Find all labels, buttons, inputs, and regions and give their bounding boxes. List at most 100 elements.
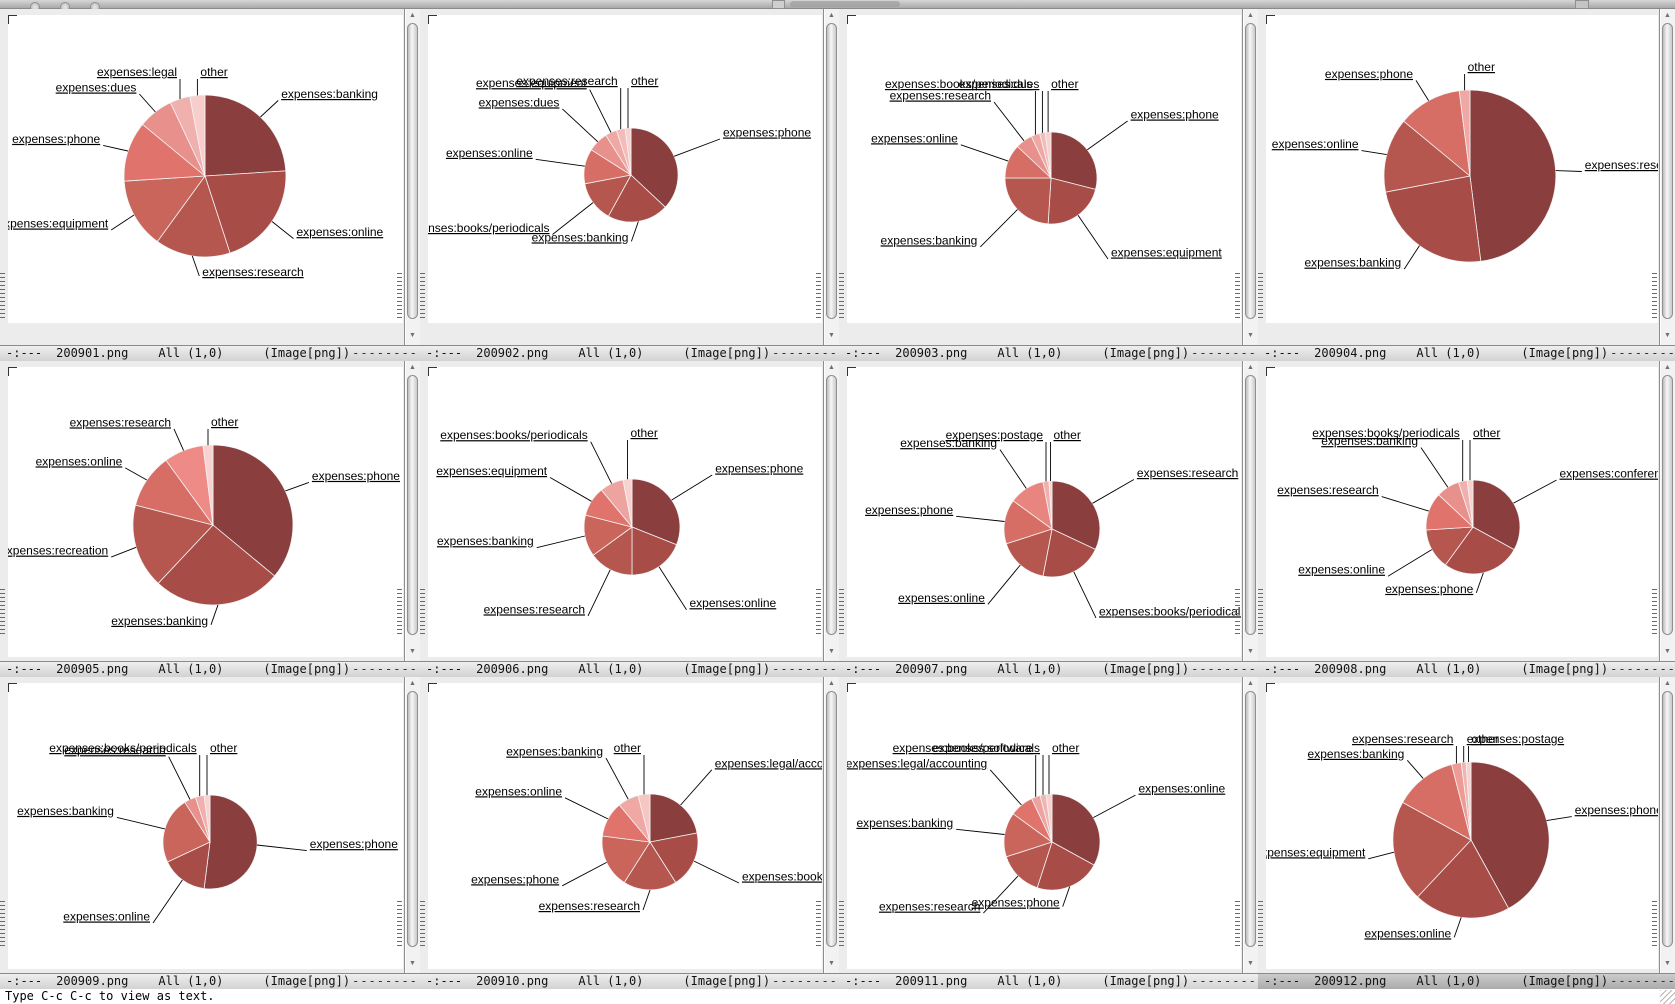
pie-chart-image[interactable]: expenses:phone expenses:bankingexpenses:b… (428, 15, 822, 323)
vertical-scrollbar[interactable]: ▲ ▼ (404, 361, 420, 661)
label-leader-line (1475, 572, 1484, 594)
scrollbar-thumb[interactable] (826, 375, 837, 635)
scroll-up-arrow[interactable]: ▲ (1247, 680, 1254, 687)
mode-line[interactable]: -:--- 200905.png All (1,0) (Image[png]) ----… (0, 661, 420, 677)
scrollbar-thumb[interactable] (1662, 691, 1673, 947)
pie-chart-image[interactable]: expenses:phone expenses:online expenses:re… (428, 367, 822, 657)
scroll-up-arrow[interactable]: ▲ (409, 12, 416, 19)
mode-line[interactable]: -:--- 200909.png All (1,0) (Image[png]) ----… (0, 973, 420, 989)
scroll-down-arrow[interactable]: ▼ (1247, 960, 1254, 967)
minibuffer[interactable]: Type C-c C-c to view as text. (0, 989, 1675, 1004)
scroll-down-arrow[interactable]: ▼ (828, 648, 835, 655)
mode-line[interactable]: -:--- 200903.png All (1,0) (Image[png]) ----… (839, 345, 1258, 361)
slice-label: expenses:phone (715, 462, 803, 476)
scrollbar-thumb[interactable] (826, 691, 837, 947)
scrollbar-thumb[interactable] (1245, 23, 1256, 319)
pie-chart-image[interactable]: expenses:research expenses:books/periodic… (847, 367, 1241, 657)
slice-label: expenses:equipment (436, 464, 547, 478)
mode-line[interactable]: -:--- 200904.png All (1,0) (Image[png]) ----… (1258, 345, 1675, 361)
label-leader-line (680, 769, 713, 806)
image-buffer[interactable]: expenses:phone expenses:online expenses:re… (420, 361, 839, 661)
pie-slice (1045, 793, 1053, 843)
scrollbar-thumb[interactable] (1245, 375, 1256, 635)
scroll-up-arrow[interactable]: ▲ (1247, 12, 1254, 19)
resize-grip[interactable] (1660, 990, 1675, 1004)
image-buffer[interactable]: expenses:research expenses:books/periodic… (839, 361, 1258, 661)
scroll-up-arrow[interactable]: ▲ (1247, 364, 1254, 371)
mode-line-dashes: ----------------------------------------… (772, 346, 839, 360)
scroll-up-arrow[interactable]: ▲ (828, 12, 835, 19)
vertical-scrollbar[interactable]: ▲ ▼ (1242, 677, 1258, 973)
scroll-up-arrow[interactable]: ▲ (409, 364, 416, 371)
mode-line[interactable]: -:--- 200902.png All (1,0) (Image[png]) ----… (420, 345, 839, 361)
mode-line[interactable]: -:--- 200906.png All (1,0) (Image[png]) ----… (420, 661, 839, 677)
image-buffer[interactable]: expenses:conferencesexpenses:phoneexpens… (1258, 361, 1675, 661)
scroll-down-arrow[interactable]: ▼ (1664, 332, 1671, 339)
scrollbar-thumb[interactable] (1662, 375, 1673, 635)
image-buffer[interactable]: expenses:phone expenses:banking expenses:r… (0, 361, 420, 661)
vertical-scrollbar[interactable]: ▲ ▼ (1242, 361, 1258, 661)
scrollbar-thumb[interactable] (1662, 23, 1673, 319)
vertical-scrollbar[interactable]: ▲ ▼ (1659, 9, 1675, 345)
vertical-scrollbar[interactable]: ▲ ▼ (823, 9, 839, 345)
scroll-down-arrow[interactable]: ▼ (409, 648, 416, 655)
vertical-scrollbar[interactable]: ▲ ▼ (823, 361, 839, 661)
vertical-scrollbar[interactable]: ▲ ▼ (1659, 677, 1675, 973)
scroll-down-arrow[interactable]: ▼ (1664, 960, 1671, 967)
scrollbar-thumb[interactable] (826, 23, 837, 319)
pie-chart-image[interactable]: expenses:phone expenses:online expenses:eq… (1266, 683, 1658, 969)
scroll-down-arrow[interactable]: ▼ (828, 960, 835, 967)
scroll-down-arrow[interactable]: ▼ (409, 960, 416, 967)
vertical-scrollbar[interactable]: ▲ ▼ (404, 677, 420, 973)
mode-line[interactable]: -:--- 200901.png All (1,0) (Image[png]) ----… (0, 345, 420, 361)
scroll-up-arrow[interactable]: ▲ (828, 680, 835, 687)
pie-chart-image[interactable]: expenses:phone expenses:banking expenses:r… (8, 367, 403, 657)
image-buffer[interactable]: expenses:phone expenses:online expenses:ba… (0, 677, 420, 973)
scrollbar-thumb[interactable] (407, 691, 418, 947)
vertical-scrollbar[interactable]: ▲ ▼ (404, 9, 420, 345)
image-buffer[interactable]: expenses:phone expenses:online expenses:eq… (1258, 677, 1675, 973)
image-buffer[interactable]: expenses:banking expenses:online expenses:… (0, 9, 420, 345)
vertical-scrollbar[interactable]: ▲ ▼ (1242, 9, 1258, 345)
mode-line[interactable]: -:--- 200911.png All (1,0) (Image[png]) ----… (839, 973, 1258, 989)
image-buffer[interactable]: expenses:online expenses:phone expenses:re… (839, 677, 1258, 973)
image-buffer[interactable]: expenses:legal/accounting expenses:books/… (420, 677, 839, 973)
scroll-down-arrow[interactable]: ▼ (1247, 332, 1254, 339)
pie-chart-image[interactable]: expenses:research expenses:banking expense… (1266, 15, 1658, 323)
mode-line-prefix: -:--- (6, 662, 43, 676)
mode-line-prefix: -:--- (845, 974, 882, 988)
mode-line[interactable]: -:--- 200907.png All (1,0) (Image[png]) ----… (839, 661, 1258, 677)
mode-line[interactable]: -:--- 200908.png All (1,0) (Image[png]) ----… (1258, 661, 1675, 677)
scroll-down-arrow[interactable]: ▼ (1247, 648, 1254, 655)
scrollbar-thumb[interactable] (407, 23, 418, 319)
image-buffer[interactable]: expenses:research expenses:banking expense… (1258, 9, 1675, 345)
mode-line[interactable]: -:--- 200912.png All (1,0) (Image[png]) ----… (1258, 973, 1675, 989)
scrollbar-thumb[interactable] (407, 375, 418, 635)
scroll-down-arrow[interactable]: ▼ (1664, 648, 1671, 655)
scroll-down-arrow[interactable]: ▼ (828, 332, 835, 339)
pie-chart-image[interactable]: expenses:phone expenses:equipment expenses… (847, 15, 1241, 323)
scroll-up-arrow[interactable]: ▲ (1664, 12, 1671, 19)
slice-label: other (1051, 77, 1078, 91)
pie-chart-image[interactable]: expenses:banking expenses:online expenses:… (8, 15, 403, 323)
vertical-scrollbar[interactable]: ▲ ▼ (1659, 361, 1675, 661)
pie-chart-image[interactable]: expenses:legal/accounting expenses:books/… (428, 683, 822, 969)
pie-chart-image[interactable]: expenses:phone expenses:online expenses:ba… (8, 683, 403, 969)
scroll-up-arrow[interactable]: ▲ (1664, 680, 1671, 687)
vertical-scrollbar[interactable]: ▲ ▼ (823, 677, 839, 973)
mode-line-position: All (1,0) (1416, 662, 1482, 676)
image-buffer[interactable]: expenses:phone expenses:equipment expenses… (839, 9, 1258, 345)
pie-chart-image[interactable]: expenses:conferencesexpenses:phoneexpens… (1266, 367, 1658, 657)
scroll-up-arrow[interactable]: ▲ (1664, 364, 1671, 371)
pie-chart-svg: expenses:phone expenses:banking expenses:r… (8, 415, 400, 628)
scroll-down-arrow[interactable]: ▼ (409, 332, 416, 339)
scrollbar-thumb[interactable] (1245, 691, 1256, 947)
pie-chart-image[interactable]: expenses:online expenses:phone expenses:re… (847, 683, 1241, 969)
mode-line[interactable]: -:--- 200910.png All (1,0) (Image[png]) ----… (420, 973, 839, 989)
slice-label: expenses:banking (856, 816, 953, 830)
fringe-continuation-marks (816, 273, 821, 319)
scroll-up-arrow[interactable]: ▲ (828, 364, 835, 371)
image-buffer[interactable]: expenses:phone expenses:bankingexpenses:b… (420, 9, 839, 345)
window-titlebar[interactable] (0, 0, 1675, 12)
scroll-up-arrow[interactable]: ▲ (409, 680, 416, 687)
